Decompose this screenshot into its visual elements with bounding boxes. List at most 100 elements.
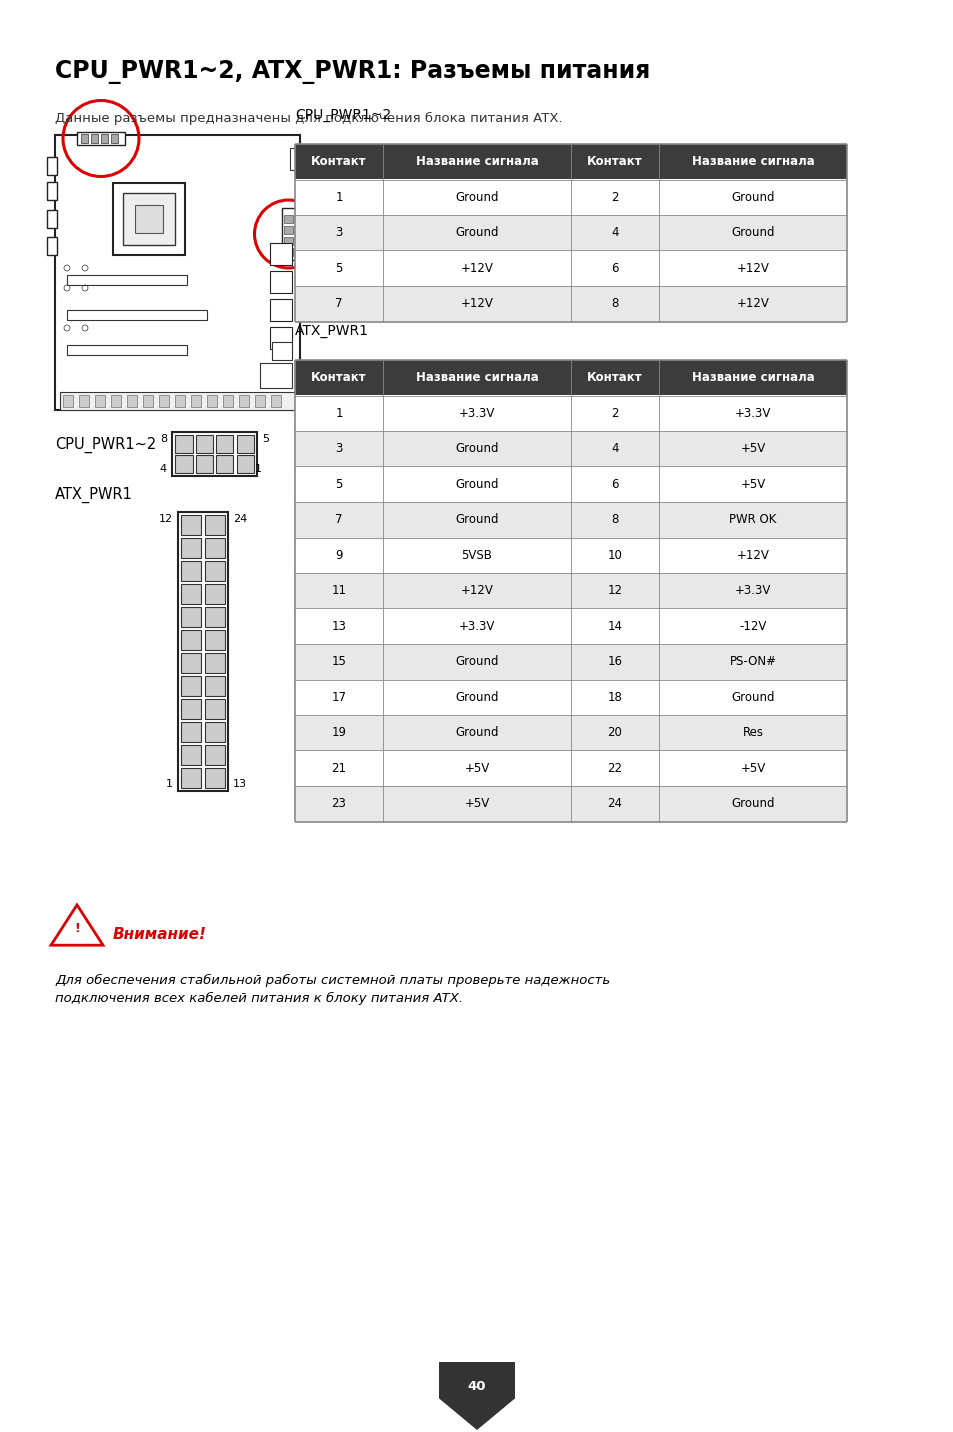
Bar [47,182,57,200]
Bar [111,135,118,143]
Text: +12V: +12V [736,548,769,561]
Bar [181,607,201,627]
Text: 16: 16 [607,656,622,669]
Bar [223,395,233,407]
Text: Ground: Ground [455,690,498,703]
Bar [254,395,265,407]
Text: 19: 19 [331,726,346,739]
Text: Ground: Ground [455,726,498,739]
Bar [172,432,256,475]
Bar [47,211,57,228]
Bar [77,132,125,145]
Text: 22: 22 [607,762,622,775]
Bar [284,248,293,256]
Bar [294,286,846,322]
Text: 7: 7 [335,513,342,526]
Text: 12: 12 [159,514,172,524]
Text: +3.3V: +3.3V [734,584,770,597]
Bar [127,395,137,407]
Text: +12V: +12V [736,298,769,311]
Bar [294,573,846,609]
Bar [60,392,294,410]
Text: Ground: Ground [731,798,774,811]
Text: 9: 9 [335,548,342,561]
Text: 1: 1 [254,464,262,474]
Bar [294,715,846,750]
Text: Название сигнала: Название сигнала [416,371,537,384]
Text: Контакт: Контакт [311,371,366,384]
Bar [191,395,201,407]
Text: 23: 23 [332,798,346,811]
Text: +5V: +5V [464,762,489,775]
Text: 4: 4 [160,464,167,474]
Text: +5V: +5V [740,762,765,775]
Bar [236,435,253,453]
Text: 8: 8 [611,298,618,311]
Bar [79,395,89,407]
Bar [181,653,201,673]
Bar [284,238,293,245]
Bar [181,630,201,650]
Bar [174,435,193,453]
Text: CPU_PWR1~2, ATX_PWR1: Разъемы питания: CPU_PWR1~2, ATX_PWR1: Разъемы питания [55,60,650,84]
Text: Ground: Ground [731,226,774,239]
Bar [181,561,201,581]
Bar [181,676,201,696]
Bar [112,183,185,255]
Bar [205,584,225,604]
Text: +5V: +5V [740,442,765,455]
Bar [135,205,163,233]
Bar [294,503,846,537]
Polygon shape [51,905,103,945]
Text: Контакт: Контакт [587,371,642,384]
Text: Данные разъемы предназначены для подключения блока питания ATX.: Данные разъемы предназначены для подключ… [55,112,562,125]
Bar [294,251,846,286]
Text: Ground: Ground [455,226,498,239]
Bar [174,455,193,473]
Bar [205,768,225,788]
Bar [284,226,293,233]
Bar [205,607,225,627]
Text: 5: 5 [335,262,342,275]
Bar [55,135,299,410]
Text: CPU_PWR1~2: CPU_PWR1~2 [55,437,156,453]
Bar [178,513,228,790]
Text: Для обеспечения стабильной работы системной платы проверьте надежность
подключен: Для обеспечения стабильной работы систем… [55,974,610,1005]
Text: 24: 24 [607,798,622,811]
Text: 3: 3 [335,226,342,239]
Bar [205,722,225,742]
Bar [272,342,292,359]
Text: +12V: +12V [460,298,493,311]
Text: 21: 21 [331,762,346,775]
Bar [207,395,216,407]
Bar [181,722,201,742]
Bar [294,215,846,251]
Text: 1: 1 [166,779,172,789]
Text: 17: 17 [331,690,346,703]
Bar [67,345,187,355]
Text: 11: 11 [331,584,346,597]
Bar [195,455,213,473]
Text: Res: Res [741,726,762,739]
Text: +3.3V: +3.3V [458,620,495,633]
Bar [81,135,88,143]
Text: Ground: Ground [731,190,774,203]
Bar [195,435,213,453]
Text: 8: 8 [160,434,167,444]
Text: +12V: +12V [736,262,769,275]
Bar [174,395,185,407]
Text: 4: 4 [611,442,618,455]
Text: 3: 3 [335,442,342,455]
Bar [123,193,174,245]
Text: PWR OK: PWR OK [728,513,776,526]
Text: Ground: Ground [455,656,498,669]
Text: Ground: Ground [455,513,498,526]
Bar [181,699,201,719]
Bar [236,455,253,473]
Text: -12V: -12V [739,620,766,633]
Bar [270,243,292,265]
Text: 10: 10 [607,548,621,561]
Text: 14: 14 [607,620,622,633]
Bar [205,699,225,719]
Text: Ground: Ground [455,190,498,203]
